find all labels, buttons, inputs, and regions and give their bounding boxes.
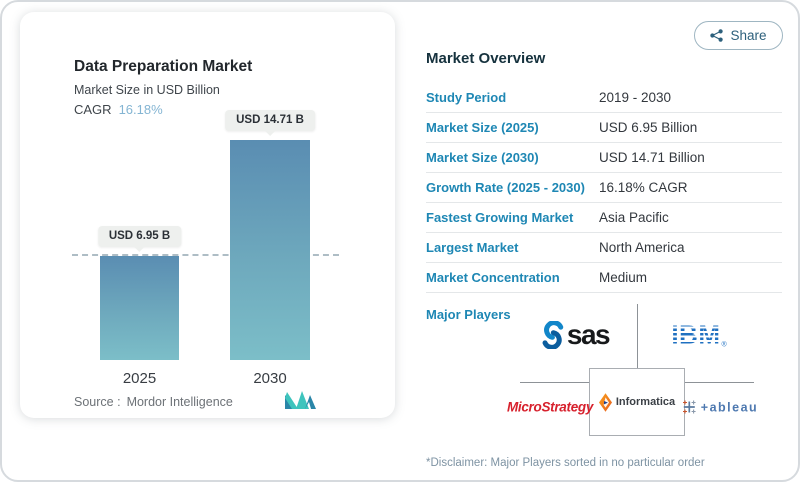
row-label-growth-rate: Growth Rate (2025 - 2030) — [426, 180, 585, 195]
table-row: Study Period 2019 - 2030 — [426, 83, 782, 113]
row-label-market-concentration: Market Concentration — [426, 270, 560, 285]
row-value-growth-rate: 16.18% CAGR — [599, 180, 688, 195]
share-icon — [710, 29, 724, 42]
major-players-section: Major Players sas IBM ® — [426, 301, 782, 441]
row-value-largest-market: North America — [599, 240, 685, 255]
row-label-fastest-growing-market: Fastest Growing Market — [426, 210, 574, 225]
row-value-fastest-growing-market: Asia Pacific — [599, 210, 669, 225]
table-row: Market Size (2030) USD 14.71 Billion — [426, 143, 782, 173]
sas-logo: sas — [541, 319, 611, 351]
ibm-wordmark: IBM — [671, 319, 721, 350]
disclaimer-text: *Disclaimer: Major Players sorted in no … — [426, 457, 705, 469]
row-label-largest-market: Largest Market — [426, 240, 519, 255]
informatica-logo: Informatica — [589, 368, 685, 436]
market-overview-panel: Market Overview Study Period 2019 - 2030… — [426, 50, 782, 469]
players-divider-vertical — [637, 304, 638, 368]
major-players-label: Major Players — [426, 307, 511, 322]
share-button-label: Share — [730, 28, 767, 43]
microstrategy-logo: MicroStrategy — [507, 400, 593, 415]
row-label-market-size-2025: Market Size (2025) — [426, 120, 539, 135]
mordor-intelligence-logo-icon — [285, 391, 316, 409]
table-row: Growth Rate (2025 - 2030) 16.18% CAGR — [426, 173, 782, 203]
share-button[interactable]: Share — [694, 21, 783, 50]
ibm-registered-mark: ® — [721, 341, 727, 349]
bar-2030: USD 14.71 B 2030 — [225, 110, 315, 387]
row-label-market-size-2030: Market Size (2030) — [426, 150, 539, 165]
source-label: Source : — [74, 395, 121, 409]
bar-chart: USD 6.95 B 2025 USD 14.71 B 2030 — [72, 110, 339, 387]
cagr-label: CAGR — [74, 102, 112, 117]
players-divider-right — [685, 382, 754, 383]
row-value-market-concentration: Medium — [599, 270, 648, 285]
table-row: Largest Market North America — [426, 233, 782, 263]
x-tick-2025: 2025 — [122, 370, 157, 387]
bar-2025: USD 6.95 B 2025 — [97, 226, 182, 387]
x-tick-2030: 2030 — [253, 370, 287, 387]
players-divider-left — [520, 382, 589, 383]
bar-2025-value-callout: USD 6.95 B — [97, 226, 182, 247]
table-row: Market Size (2025) USD 6.95 Billion — [426, 113, 782, 143]
row-label-study-period: Study Period — [426, 90, 507, 105]
row-value-market-size-2025: USD 6.95 Billion — [599, 120, 698, 135]
chart-source: Source : Mordor Intelligence — [74, 395, 233, 409]
overview-title: Market Overview — [426, 50, 546, 67]
microstrategy-wordmark: MicroStrategy — [506, 399, 594, 415]
chart-card: Data Preparation Market Market Size in U… — [20, 12, 395, 418]
chart-cagr: CAGR 16.18% — [74, 102, 163, 117]
row-value-market-size-2030: USD 14.71 Billion — [599, 150, 705, 165]
sas-wordmark: sas — [566, 319, 611, 350]
tableau-logo: +ableau — [682, 400, 758, 415]
source-value: Mordor Intelligence — [126, 395, 233, 409]
chart-subtitle: Market Size in USD Billion — [74, 83, 220, 97]
chart-title: Data Preparation Market — [74, 58, 253, 75]
informatica-diamond-icon — [598, 392, 612, 412]
tableau-wordmark: +ableau — [700, 400, 759, 414]
reference-line — [72, 254, 339, 256]
informatica-wordmark: Informatica — [615, 396, 676, 408]
ibm-logo: IBM ® — [671, 320, 726, 351]
sas-swirl-icon — [542, 321, 564, 349]
cagr-value: 16.18% — [118, 102, 163, 117]
bar-2030-value-callout: USD 14.71 B — [225, 110, 315, 131]
row-value-study-period: 2019 - 2030 — [599, 90, 672, 105]
table-row: Market Concentration Medium — [426, 263, 782, 293]
tableau-plus-icon — [682, 400, 696, 414]
table-row: Fastest Growing Market Asia Pacific — [426, 203, 782, 233]
